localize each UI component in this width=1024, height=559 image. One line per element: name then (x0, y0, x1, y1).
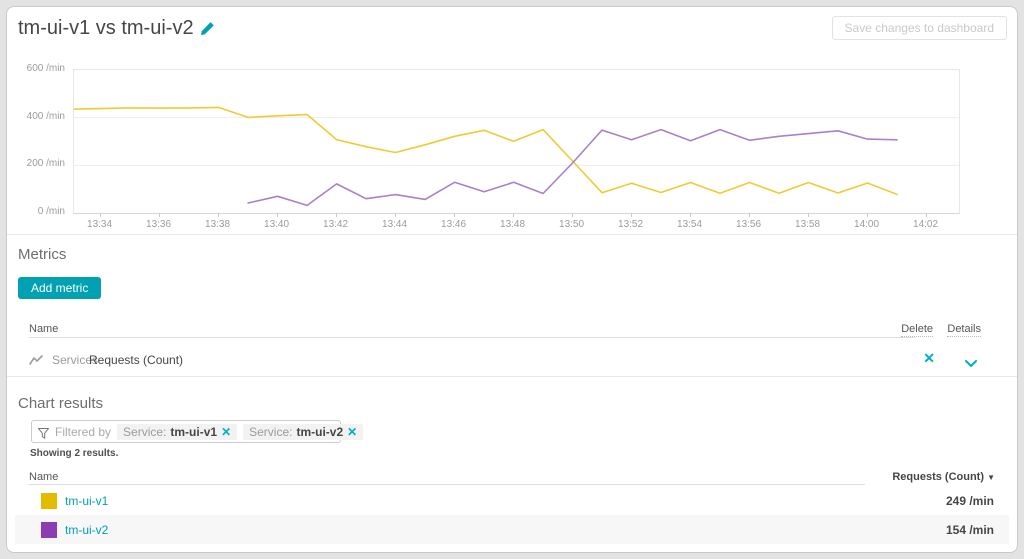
filter-key: Service: (123, 424, 167, 439)
x-axis-tick (158, 213, 160, 217)
delete-metric-icon[interactable]: ✕ (923, 350, 935, 366)
chart-y-axis: 600 /min 400 /min 200 /min 0 /min (7, 63, 65, 217)
result-service-link[interactable]: tm-ui-v1 (65, 494, 109, 508)
x-axis-label: 13:42 (323, 219, 349, 230)
y-axis-label: 0 /min (37, 206, 65, 217)
metrics-name-header: Name (29, 323, 59, 335)
series-color-swatch (41, 522, 57, 538)
y-axis-label: 600 /min (26, 63, 65, 74)
metrics-details-header: Details (947, 323, 981, 337)
dashboard-card: tm-ui-v1 vs tm-ui-v2 Save changes to das… (6, 6, 1018, 553)
results-table-header: Name Requests (Count) ▼ (29, 471, 995, 484)
x-axis-tick (571, 213, 573, 217)
section-divider (7, 234, 1017, 235)
metrics-heading: Metrics (18, 246, 67, 263)
results-count-text: Showing 2 results. (30, 448, 119, 459)
x-axis-label: 13:38 (205, 219, 231, 230)
result-value: 154 /min (945, 523, 994, 537)
filter-chip[interactable]: Service: tm-ui-v1 ✕ (117, 423, 238, 440)
chart-plot[interactable] (73, 69, 960, 214)
remove-filter-icon[interactable]: ✕ (221, 424, 232, 439)
add-metric-button[interactable]: Add metric (18, 277, 102, 299)
x-axis-label: 13:50 (559, 219, 585, 230)
x-axis-label: 13:54 (677, 219, 703, 230)
x-axis-tick (748, 213, 750, 217)
y-axis-label: 200 /min (26, 158, 65, 170)
x-axis-label: 13:48 (500, 219, 526, 230)
x-axis-tick (630, 213, 632, 217)
x-axis-label: 13:44 (382, 219, 408, 230)
x-axis-label: 13:58 (795, 219, 821, 230)
x-axis-tick (925, 213, 927, 217)
results-value-header[interactable]: Requests (Count) ▼ (892, 471, 995, 483)
chart-results-heading: Chart results (18, 395, 104, 412)
filtered-by-label: Filtered by (55, 424, 112, 439)
filter-chip[interactable]: Service: tm-ui-v2 ✕ (243, 423, 364, 440)
results-header-rule (29, 484, 865, 485)
x-axis-tick (394, 213, 396, 217)
x-axis-tick (276, 213, 278, 217)
filter-bar[interactable]: Filtered by Service: tm-ui-v1 ✕ Service:… (31, 420, 364, 443)
x-axis-label: 13:40 (264, 219, 290, 230)
x-axis-label: 13:46 (441, 219, 467, 230)
series-line-tm-ui-v2 (247, 128, 898, 207)
metric-category: Services (52, 353, 99, 367)
x-axis-tick (99, 213, 101, 217)
series-color-swatch (41, 493, 57, 509)
x-axis-tick (689, 213, 691, 217)
filter-key: Service: (249, 424, 293, 439)
table-row[interactable]: tm-ui-v2 154 /min (15, 515, 1009, 544)
x-axis-tick (335, 213, 337, 217)
section-divider (7, 376, 1017, 377)
filter-value: tm-ui-v1 (170, 424, 218, 439)
details-chevron-down-icon[interactable] (965, 355, 977, 373)
metric-name: Requests (Count) (89, 353, 184, 367)
table-row[interactable]: tm-ui-v1 249 /min (15, 486, 1009, 515)
page-title: tm-ui-v1 vs tm-ui-v2 (18, 17, 194, 39)
x-axis-label: 14:00 (854, 219, 880, 230)
filter-funnel-icon (37, 426, 50, 439)
filter-value: tm-ui-v2 (296, 424, 344, 439)
trend-line-icon (29, 353, 44, 371)
x-axis-tick (807, 213, 809, 217)
remove-filter-icon[interactable]: ✕ (347, 424, 358, 439)
result-value: 249 /min (945, 494, 994, 508)
y-axis-label: 400 /min (26, 110, 65, 122)
metric-row: Services Requests (Count) ✕ (29, 345, 995, 375)
header: tm-ui-v1 vs tm-ui-v2 (18, 17, 215, 40)
results-value-header-label: Requests (Count) (892, 471, 985, 483)
results-name-header: Name (29, 471, 59, 483)
series-line-tm-ui-v1 (74, 106, 898, 196)
x-axis-tick (512, 213, 514, 217)
x-axis-label: 13:36 (146, 219, 172, 230)
sort-descending-icon: ▼ (987, 473, 995, 482)
metrics-table-header: Name Delete Details (29, 323, 995, 337)
chart-x-axis: 13:34 13:36 13:38 13:40 13:42 13:44 13:46 13:48… (73, 219, 958, 233)
x-axis-label: 13:56 (736, 219, 762, 230)
edit-title-icon[interactable] (200, 21, 215, 36)
result-service-link[interactable]: tm-ui-v2 (65, 523, 109, 537)
x-axis-tick (453, 213, 455, 217)
chart-x-tickmarks (73, 213, 958, 217)
save-changes-button[interactable]: Save changes to dashboard (831, 16, 1007, 40)
x-axis-label: 14:02 (913, 219, 939, 230)
x-axis-label: 13:52 (618, 219, 644, 230)
x-axis-tick (217, 213, 219, 217)
metrics-header-rule (29, 337, 915, 338)
metrics-delete-header: Delete (901, 323, 933, 337)
x-axis-tick (866, 213, 868, 217)
x-axis-label: 13:34 (87, 219, 113, 230)
